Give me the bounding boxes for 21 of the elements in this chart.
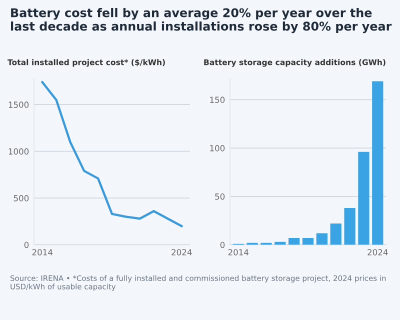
- bar: [372, 81, 384, 245]
- chart-title: Battery cost fell by an average 20% per year over the last decade as annual installations rose by 80% per year: [11, 8, 392, 34]
- bar: [302, 238, 314, 245]
- bar: [316, 233, 328, 245]
- y-tick-label: 50: [215, 193, 225, 200]
- x-tick-label: 2014: [228, 249, 248, 256]
- line-series: [41, 81, 183, 228]
- bar: [330, 224, 342, 245]
- y-tick-label: 1500: [8, 102, 29, 108]
- x-tick-label: 2024: [172, 249, 192, 256]
- y-tick-label: 0: [220, 242, 225, 248]
- x-tick-label: 2014: [32, 249, 52, 256]
- y-tick-label: 0: [24, 242, 29, 248]
- y-tick-label: 150: [210, 96, 225, 103]
- y-tick-label: 100: [210, 145, 225, 152]
- x-tick-label: 2024: [368, 249, 388, 256]
- bar: [344, 208, 356, 245]
- bar: [288, 238, 300, 245]
- y-tick-label: 1000: [8, 148, 29, 155]
- y-tick-label: 500: [14, 195, 29, 202]
- bar: [358, 152, 370, 245]
